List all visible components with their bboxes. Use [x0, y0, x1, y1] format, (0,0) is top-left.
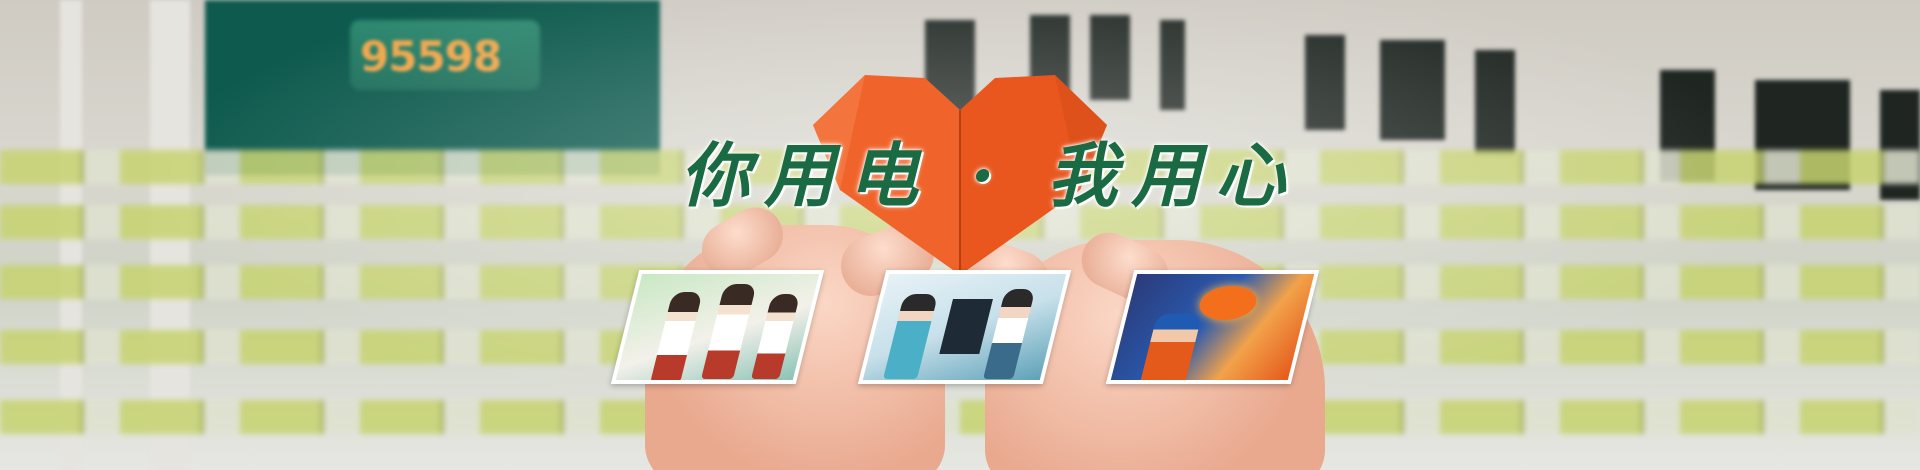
staff-figure	[701, 284, 757, 379]
staff-figure	[883, 294, 939, 379]
service-kiosk	[939, 299, 993, 354]
origami-heart-icon	[813, 75, 1107, 275]
red-lantern	[1195, 286, 1261, 320]
service-hall-photo	[857, 270, 1072, 384]
background-window	[1305, 35, 1345, 130]
staff-figure	[650, 292, 703, 380]
worker-figure	[1139, 314, 1203, 380]
workstation-row	[0, 400, 1920, 434]
service-staff-photo	[610, 270, 825, 384]
slogan-text: 你用电 · 我用心	[680, 134, 1300, 217]
background-window	[1380, 40, 1445, 140]
background-window	[1160, 20, 1185, 110]
background-window	[1475, 50, 1515, 155]
staff-figure	[751, 294, 801, 379]
hotline-logo-text: 95598	[360, 32, 502, 81]
hotline-logo	[350, 20, 540, 90]
power-worker-photo	[1105, 270, 1320, 384]
background-window	[1090, 15, 1130, 100]
